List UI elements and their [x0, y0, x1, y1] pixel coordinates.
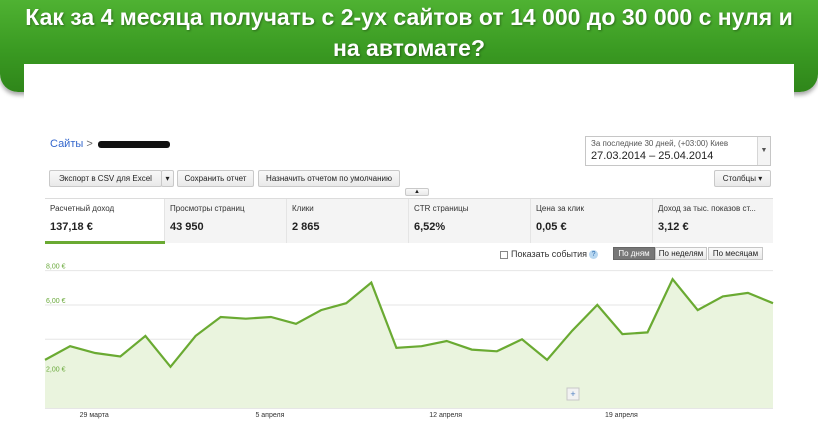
date-range-label: За последние 30 дней, (+03:00) Киев — [591, 139, 729, 148]
breadcrumb-separator: > — [86, 138, 93, 150]
active-metric-indicator — [45, 241, 165, 244]
metric-label: Доход за тыс. показов ст... — [658, 204, 756, 213]
events-label: Показать события — [511, 249, 588, 259]
metric-label: Клики — [292, 204, 314, 213]
metric-value: 3,12 € — [658, 221, 689, 233]
metric-label: Расчетный доход — [50, 204, 115, 213]
metric-tab-ctr[interactable]: CTR страницы 6,52% — [409, 199, 531, 243]
export-csv-button[interactable]: Экспорт в CSV для Excel — [49, 170, 162, 187]
metric-label: Просмотры страниц — [170, 204, 245, 213]
metric-value: 6,52% — [414, 221, 446, 233]
breadcrumb-root-link[interactable]: Сайты — [50, 138, 84, 150]
chevron-down-icon[interactable]: ▼ — [757, 137, 770, 165]
x-tick-label: 5 апреля — [255, 412, 284, 419]
date-range-picker[interactable]: За последние 30 дней, (+03:00) Киев 27.0… — [585, 136, 771, 166]
x-axis-ticks: 29 марта 5 апреля 12 апреля 19 апреля — [80, 412, 638, 419]
metric-tab-clicks[interactable]: Клики 2 865 — [287, 199, 409, 243]
metric-value: 2 865 — [292, 221, 320, 233]
columns-label: Столбцы — [722, 174, 756, 183]
metric-value: 43 950 — [170, 221, 204, 233]
collapse-handle-icon[interactable]: ▲ — [405, 188, 429, 196]
export-dropdown-chevron-icon[interactable]: ▾ — [161, 170, 174, 187]
breadcrumb: Сайты > — [50, 138, 170, 150]
metric-tab-pageviews[interactable]: Просмотры страниц 43 950 — [165, 199, 287, 243]
period-day-button[interactable]: По дням — [613, 247, 655, 260]
y-tick-label: 2,00 € — [46, 367, 66, 374]
metric-tab-rpm[interactable]: Доход за тыс. показов ст... 3,12 € — [653, 199, 773, 243]
metric-tab-revenue[interactable]: Расчетный доход 137,18 € — [45, 199, 165, 243]
metric-value: 137,18 € — [50, 221, 93, 233]
date-range-value: 27.03.2014 – 25.04.2014 — [591, 150, 714, 162]
metrics-bar: Расчетный доход 137,18 € Просмотры стран… — [45, 198, 773, 243]
redacted-site-name — [97, 140, 170, 148]
revenue-line-chart: 8,00 € 6,00 € 2,00 € 29 марта 5 апреля 12 ап… — [44, 264, 774, 419]
columns-button[interactable]: Столбцы ▾ — [714, 170, 771, 187]
period-month-button[interactable]: По месяцам — [708, 247, 763, 260]
y-axis-ticks: 8,00 € 6,00 € 2,00 € — [46, 264, 66, 374]
show-events-toggle[interactable]: Показать события? — [500, 249, 599, 260]
x-tick-label: 19 апреля — [605, 412, 638, 419]
banner-title: Как за 4 месяца получать с 2-ух сайтов о… — [25, 4, 793, 61]
chart-zoom-handle[interactable]: + — [566, 387, 580, 401]
events-checkbox[interactable] — [500, 250, 508, 259]
x-tick-label: 29 марта — [80, 412, 109, 419]
y-tick-label: 8,00 € — [46, 264, 66, 271]
metric-label: CTR страницы — [414, 204, 469, 213]
y-tick-label: 6,00 € — [46, 298, 66, 305]
metric-tab-cpc[interactable]: Цена за клик 0,05 € — [531, 199, 653, 243]
metric-label: Цена за клик — [536, 204, 585, 213]
help-icon[interactable]: ? — [589, 250, 599, 260]
save-report-button[interactable]: Сохранить отчет — [177, 170, 254, 187]
metric-value: 0,05 € — [536, 221, 567, 233]
plus-icon[interactable]: + — [570, 389, 575, 399]
chart-series-line — [44, 277, 774, 369]
x-tick-label: 12 апреля — [429, 412, 462, 419]
set-default-report-button[interactable]: Назначить отчетом по умолчанию — [258, 170, 400, 187]
period-week-button[interactable]: По неделям — [655, 247, 707, 260]
